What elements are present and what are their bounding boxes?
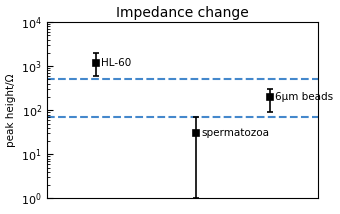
Y-axis label: peak height/Ω: peak height/Ω	[5, 74, 16, 147]
Text: spermatozoa: spermatozoa	[202, 128, 270, 138]
Title: Impedance change: Impedance change	[116, 6, 249, 19]
Text: 6μm beads: 6μm beads	[275, 92, 333, 102]
Text: HL-60: HL-60	[101, 58, 131, 68]
